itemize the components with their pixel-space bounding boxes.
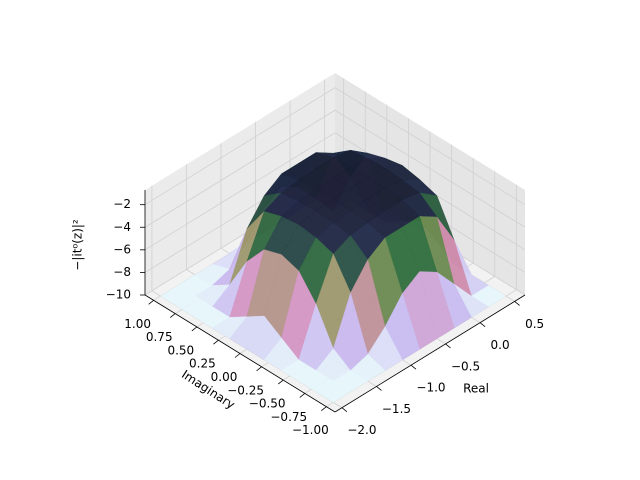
y-tick-label: 0.50 bbox=[167, 343, 194, 357]
y-axis-line bbox=[144, 294, 336, 413]
grid-line bbox=[334, 87, 526, 206]
x-tick-label: −0.5 bbox=[451, 359, 480, 373]
x-tick-label: −1.0 bbox=[416, 381, 445, 395]
tick-mark bbox=[256, 366, 262, 372]
tick-mark bbox=[410, 364, 417, 370]
y-tick-label: 0.00 bbox=[211, 370, 238, 384]
grid-line bbox=[334, 109, 526, 228]
x-tick-label: 0.5 bbox=[525, 317, 544, 331]
tick-mark bbox=[376, 386, 382, 391]
y-tick-label: 0.25 bbox=[189, 357, 216, 371]
z-tick-label: −10 bbox=[106, 288, 131, 302]
tick-mark bbox=[277, 379, 284, 385]
tick-mark bbox=[213, 339, 219, 345]
tick-mark bbox=[445, 343, 451, 349]
z-tick-label: −4 bbox=[113, 220, 131, 234]
y-tick-label: 1.00 bbox=[124, 317, 151, 331]
z-axis-label: −|it⁰(z)|² bbox=[71, 219, 85, 271]
tick-mark bbox=[321, 406, 327, 411]
y-tick-label: −1.00 bbox=[292, 423, 329, 437]
tick-mark bbox=[234, 353, 241, 358]
grid-line bbox=[144, 132, 336, 251]
tick-mark bbox=[169, 313, 176, 318]
tick-mark bbox=[191, 326, 198, 332]
tick-mark bbox=[341, 407, 348, 413]
z-tick-label: −2 bbox=[113, 197, 131, 211]
y-tick-label: −0.75 bbox=[270, 410, 307, 424]
back-left-pane bbox=[145, 73, 335, 295]
x-tick-label: −2.0 bbox=[347, 423, 376, 437]
x-axis-label: Real bbox=[463, 382, 489, 396]
grid-line bbox=[144, 87, 336, 206]
tick-mark bbox=[148, 300, 154, 305]
grid-line bbox=[144, 109, 336, 228]
x-tick-label: 0.0 bbox=[491, 338, 510, 352]
x-tick-label: −1.5 bbox=[382, 402, 411, 416]
axes-3d: −2.0 −1.5 −1.0 −0.5 0.0 0.5 −1.00−0.75−0.50−0.… bbox=[106, 73, 544, 437]
y-tick-label: 0.75 bbox=[146, 330, 173, 344]
x-axis-line bbox=[334, 294, 526, 413]
z-tick-label: −6 bbox=[113, 242, 131, 256]
tick-mark bbox=[514, 301, 520, 306]
y-tick-label: −0.25 bbox=[227, 383, 264, 397]
y-tick-label: −0.50 bbox=[249, 397, 286, 411]
z-tick-label: −8 bbox=[113, 265, 131, 279]
surface-patch bbox=[315, 380, 351, 403]
tick-mark bbox=[479, 322, 486, 327]
tick-mark bbox=[299, 393, 306, 398]
